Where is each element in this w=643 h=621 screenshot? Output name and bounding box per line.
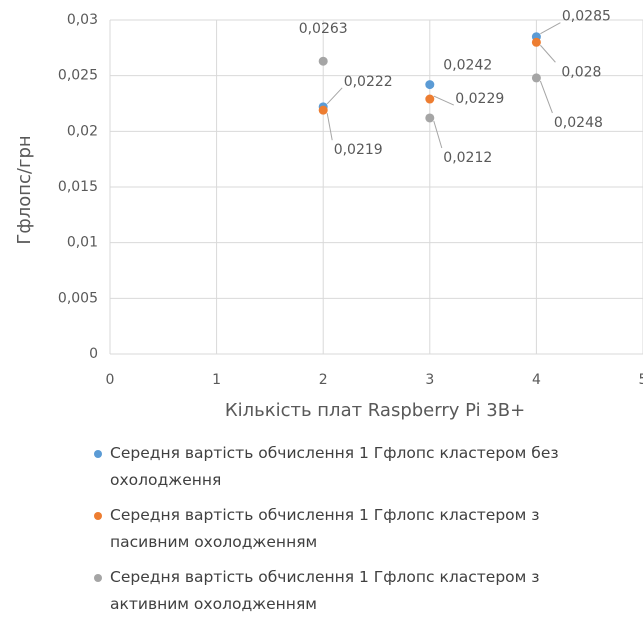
data-label: 0,0248 <box>554 115 603 131</box>
leader-line <box>539 80 553 114</box>
legend-marker <box>94 450 102 458</box>
plot: Кількість плат Raspberry Pi 3B+ Гфлопс/г… <box>14 9 643 421</box>
leader-line <box>540 44 556 63</box>
point <box>531 73 541 83</box>
leader-line <box>540 22 561 35</box>
legend-label: Середня вартість обчислення 1 Гфлопс кла… <box>110 506 540 551</box>
y-tick-label: 0,015 <box>58 179 98 195</box>
x-tick-label: 4 <box>532 372 541 388</box>
point <box>425 113 435 123</box>
x-tick-label: 3 <box>425 372 434 388</box>
x-tick-label: 2 <box>319 372 328 388</box>
legend-marker <box>94 512 102 520</box>
y-tick-label: 0,03 <box>67 12 98 28</box>
y-axis-label: Гфлопс/грн <box>14 135 35 244</box>
x-tick-label: 1 <box>212 372 221 388</box>
legend-label: Середня вартість обчислення 1 Гфлопс кла… <box>110 568 540 613</box>
data-label: 0,028 <box>561 64 601 80</box>
y-tick-label: 0 <box>89 346 98 362</box>
point <box>318 56 328 66</box>
x-tick-label: 5 <box>639 372 643 388</box>
legend: Середня вартість обчислення 1 Гфлопс кла… <box>90 440 610 621</box>
x-axis-label: Кількість плат Raspberry Pi 3B+ <box>225 400 525 421</box>
data-label: 0,0222 <box>344 74 393 90</box>
data-label: 0,0212 <box>443 150 492 166</box>
legend-item: Середня вартість обчислення 1 Гфлопс кла… <box>90 440 610 494</box>
legend-item: Середня вартість обчислення 1 Гфлопс кла… <box>90 564 610 618</box>
point <box>531 37 541 47</box>
y-tick-label: 0,02 <box>67 123 98 139</box>
point <box>425 94 435 104</box>
legend-item: Середня вартість обчислення 1 Гфлопс кла… <box>90 502 610 556</box>
legend-label: Середня вартість обчислення 1 Гфлопс кла… <box>110 444 559 489</box>
leader-line <box>433 120 443 149</box>
leader-line <box>326 113 333 141</box>
y-tick-label: 0,025 <box>58 68 98 84</box>
point <box>425 80 435 90</box>
data-label: 0,0285 <box>562 9 611 25</box>
y-tick-label: 0,01 <box>67 235 98 251</box>
point <box>318 105 328 115</box>
legend-marker <box>94 574 102 582</box>
leader-line <box>433 95 455 106</box>
data-label: 0,0242 <box>443 58 492 74</box>
y-tick-label: 0,005 <box>58 290 98 306</box>
data-label: 0,0263 <box>299 21 348 37</box>
leader-line <box>326 87 343 105</box>
data-label: 0,0219 <box>334 142 383 158</box>
x-tick-label: 0 <box>106 372 115 388</box>
data-label: 0,0229 <box>455 91 504 107</box>
